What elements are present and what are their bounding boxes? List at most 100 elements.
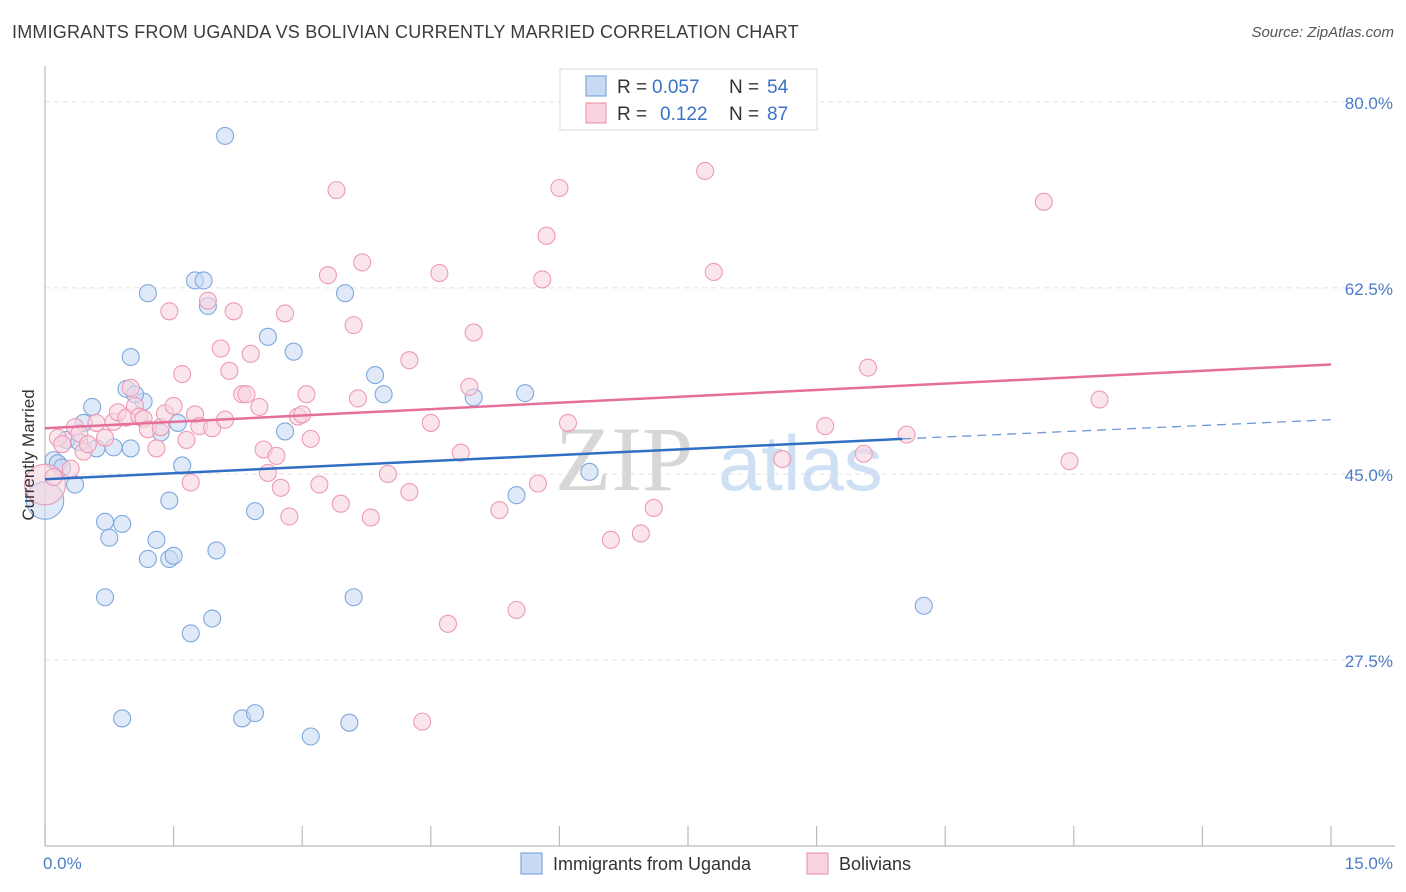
- uganda-point: [121, 347, 140, 367]
- bolivian-point: [53, 435, 72, 454]
- bolivian-point: [95, 428, 115, 447]
- uganda-point: [374, 385, 393, 404]
- bolivian-point: [421, 413, 440, 432]
- bolivian-point: [533, 270, 552, 289]
- uganda-point: [147, 530, 166, 549]
- bolivian-point: [220, 361, 239, 380]
- bolivian-point: [318, 266, 337, 285]
- uganda-point: [336, 284, 355, 303]
- legend-n-label-bolivians: N =: [729, 104, 759, 125]
- bolivian-point: [198, 291, 217, 310]
- uganda-point: [113, 709, 132, 728]
- bolivian-point: [430, 263, 449, 283]
- bolivian-point: [224, 302, 243, 321]
- bolivian-point: [854, 444, 873, 463]
- bolivian-point: [61, 459, 80, 478]
- uganda-point: [83, 397, 102, 417]
- legend-r-label-uganda: R =: [617, 77, 647, 98]
- uganda-point: [516, 384, 535, 403]
- uganda-point: [215, 126, 235, 145]
- bolivian-point: [267, 446, 286, 465]
- bolivian-point: [631, 524, 650, 543]
- uganda-point: [100, 528, 119, 547]
- bolivian-point: [490, 501, 509, 520]
- y-tick-label: 27.5%: [1345, 652, 1393, 671]
- uganda-point: [203, 609, 222, 628]
- bolivian-point: [344, 316, 363, 335]
- bolivian-point: [87, 413, 106, 432]
- uganda-point: [160, 491, 179, 510]
- uganda-point: [344, 588, 363, 607]
- uganda-point: [507, 486, 526, 505]
- bolivian-point: [164, 396, 183, 415]
- bolivian-point: [400, 482, 419, 502]
- series-legend: Immigrants from Uganda Bolivians: [520, 852, 911, 875]
- bolivian-point: [816, 417, 835, 436]
- gridlines: [45, 101, 1395, 661]
- trend-line-uganda: [44, 437, 903, 481]
- uganda-point: [95, 588, 115, 607]
- uganda-point: [164, 546, 183, 565]
- uganda-point: [340, 713, 359, 732]
- uganda-point: [138, 549, 157, 569]
- trend-line-bolivians: [44, 363, 1332, 430]
- bolivian-point: [78, 435, 97, 454]
- bolivian-point: [173, 364, 192, 384]
- bolivian-point: [537, 226, 556, 245]
- source-label: Source: ZipAtlas.com: [1251, 24, 1394, 41]
- bolivian-point: [237, 385, 256, 404]
- bolivian-point: [1034, 192, 1053, 211]
- legend-r-value-bolivians: 0.122: [660, 104, 708, 125]
- uganda-point: [245, 502, 265, 521]
- bolivian-point: [348, 389, 367, 408]
- uganda-point: [258, 327, 277, 346]
- bolivian-point: [353, 253, 372, 272]
- bolivian-point: [464, 323, 483, 342]
- bolivian-point: [1090, 390, 1109, 409]
- bolivian-point: [1060, 452, 1079, 471]
- uganda-point: [95, 512, 115, 531]
- legend-n-value-bolivians: 87: [767, 104, 788, 125]
- bolivian-point: [451, 443, 470, 462]
- x-tick-label: 15.0%: [1345, 854, 1393, 873]
- bolivian-point: [897, 425, 916, 444]
- bolivian-point: [241, 344, 260, 363]
- bolivian-point: [644, 498, 663, 518]
- axes: [44, 66, 1395, 847]
- bolivian-point: [177, 430, 196, 449]
- uganda-point: [914, 596, 933, 615]
- correlation-legend: R = 0.057 N = 54 R = 0.122 N = 87: [559, 68, 818, 131]
- bolivian-point: [310, 475, 329, 494]
- bolivian-point: [250, 397, 269, 417]
- bolivian-point: [181, 473, 200, 492]
- y-tick-label: 45.0%: [1345, 466, 1393, 485]
- bolivian-point: [44, 468, 63, 487]
- watermark-atlas: atlas: [718, 419, 883, 507]
- watermark-zip: ZIP: [555, 408, 693, 510]
- x-tick-label: 0.0%: [43, 854, 82, 873]
- bottom-legend-swatch-uganda: [520, 852, 543, 875]
- bolivian-point: [258, 463, 277, 482]
- bolivian-point: [773, 450, 792, 469]
- legend-swatch-bolivians: [585, 102, 607, 124]
- uganda-point: [301, 727, 320, 746]
- bolivian-point: [528, 474, 548, 493]
- legend-swatch-uganda: [585, 75, 607, 97]
- bottom-legend-swatch-bolivians: [806, 852, 829, 875]
- bolivian-point: [211, 339, 230, 358]
- legend-r-label-bolivians: R =: [617, 104, 647, 125]
- bolivian-point: [121, 378, 140, 397]
- bolivian-point: [550, 178, 569, 198]
- bolivian-point: [601, 530, 620, 549]
- chart-title: IMMIGRANTS FROM UGANDA VS BOLIVIAN CURRE…: [12, 22, 799, 42]
- uganda-point: [181, 624, 200, 643]
- uganda-point: [276, 422, 295, 441]
- uganda-point: [194, 271, 213, 290]
- uganda-point: [580, 462, 599, 481]
- bolivian-point: [413, 712, 432, 731]
- legend-r-value-uganda: 0.057: [652, 77, 700, 98]
- bolivian-point: [327, 181, 346, 200]
- bolivian-point: [361, 508, 380, 527]
- bolivian-point: [858, 358, 878, 377]
